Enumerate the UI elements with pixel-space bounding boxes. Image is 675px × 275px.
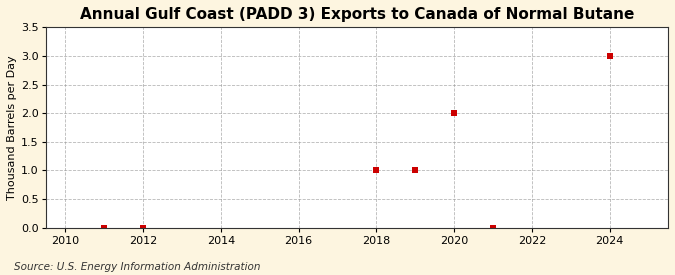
Y-axis label: Thousand Barrels per Day: Thousand Barrels per Day (7, 55, 17, 200)
Title: Annual Gulf Coast (PADD 3) Exports to Canada of Normal Butane: Annual Gulf Coast (PADD 3) Exports to Ca… (80, 7, 634, 22)
Text: Source: U.S. Energy Information Administration: Source: U.S. Energy Information Administ… (14, 262, 260, 272)
